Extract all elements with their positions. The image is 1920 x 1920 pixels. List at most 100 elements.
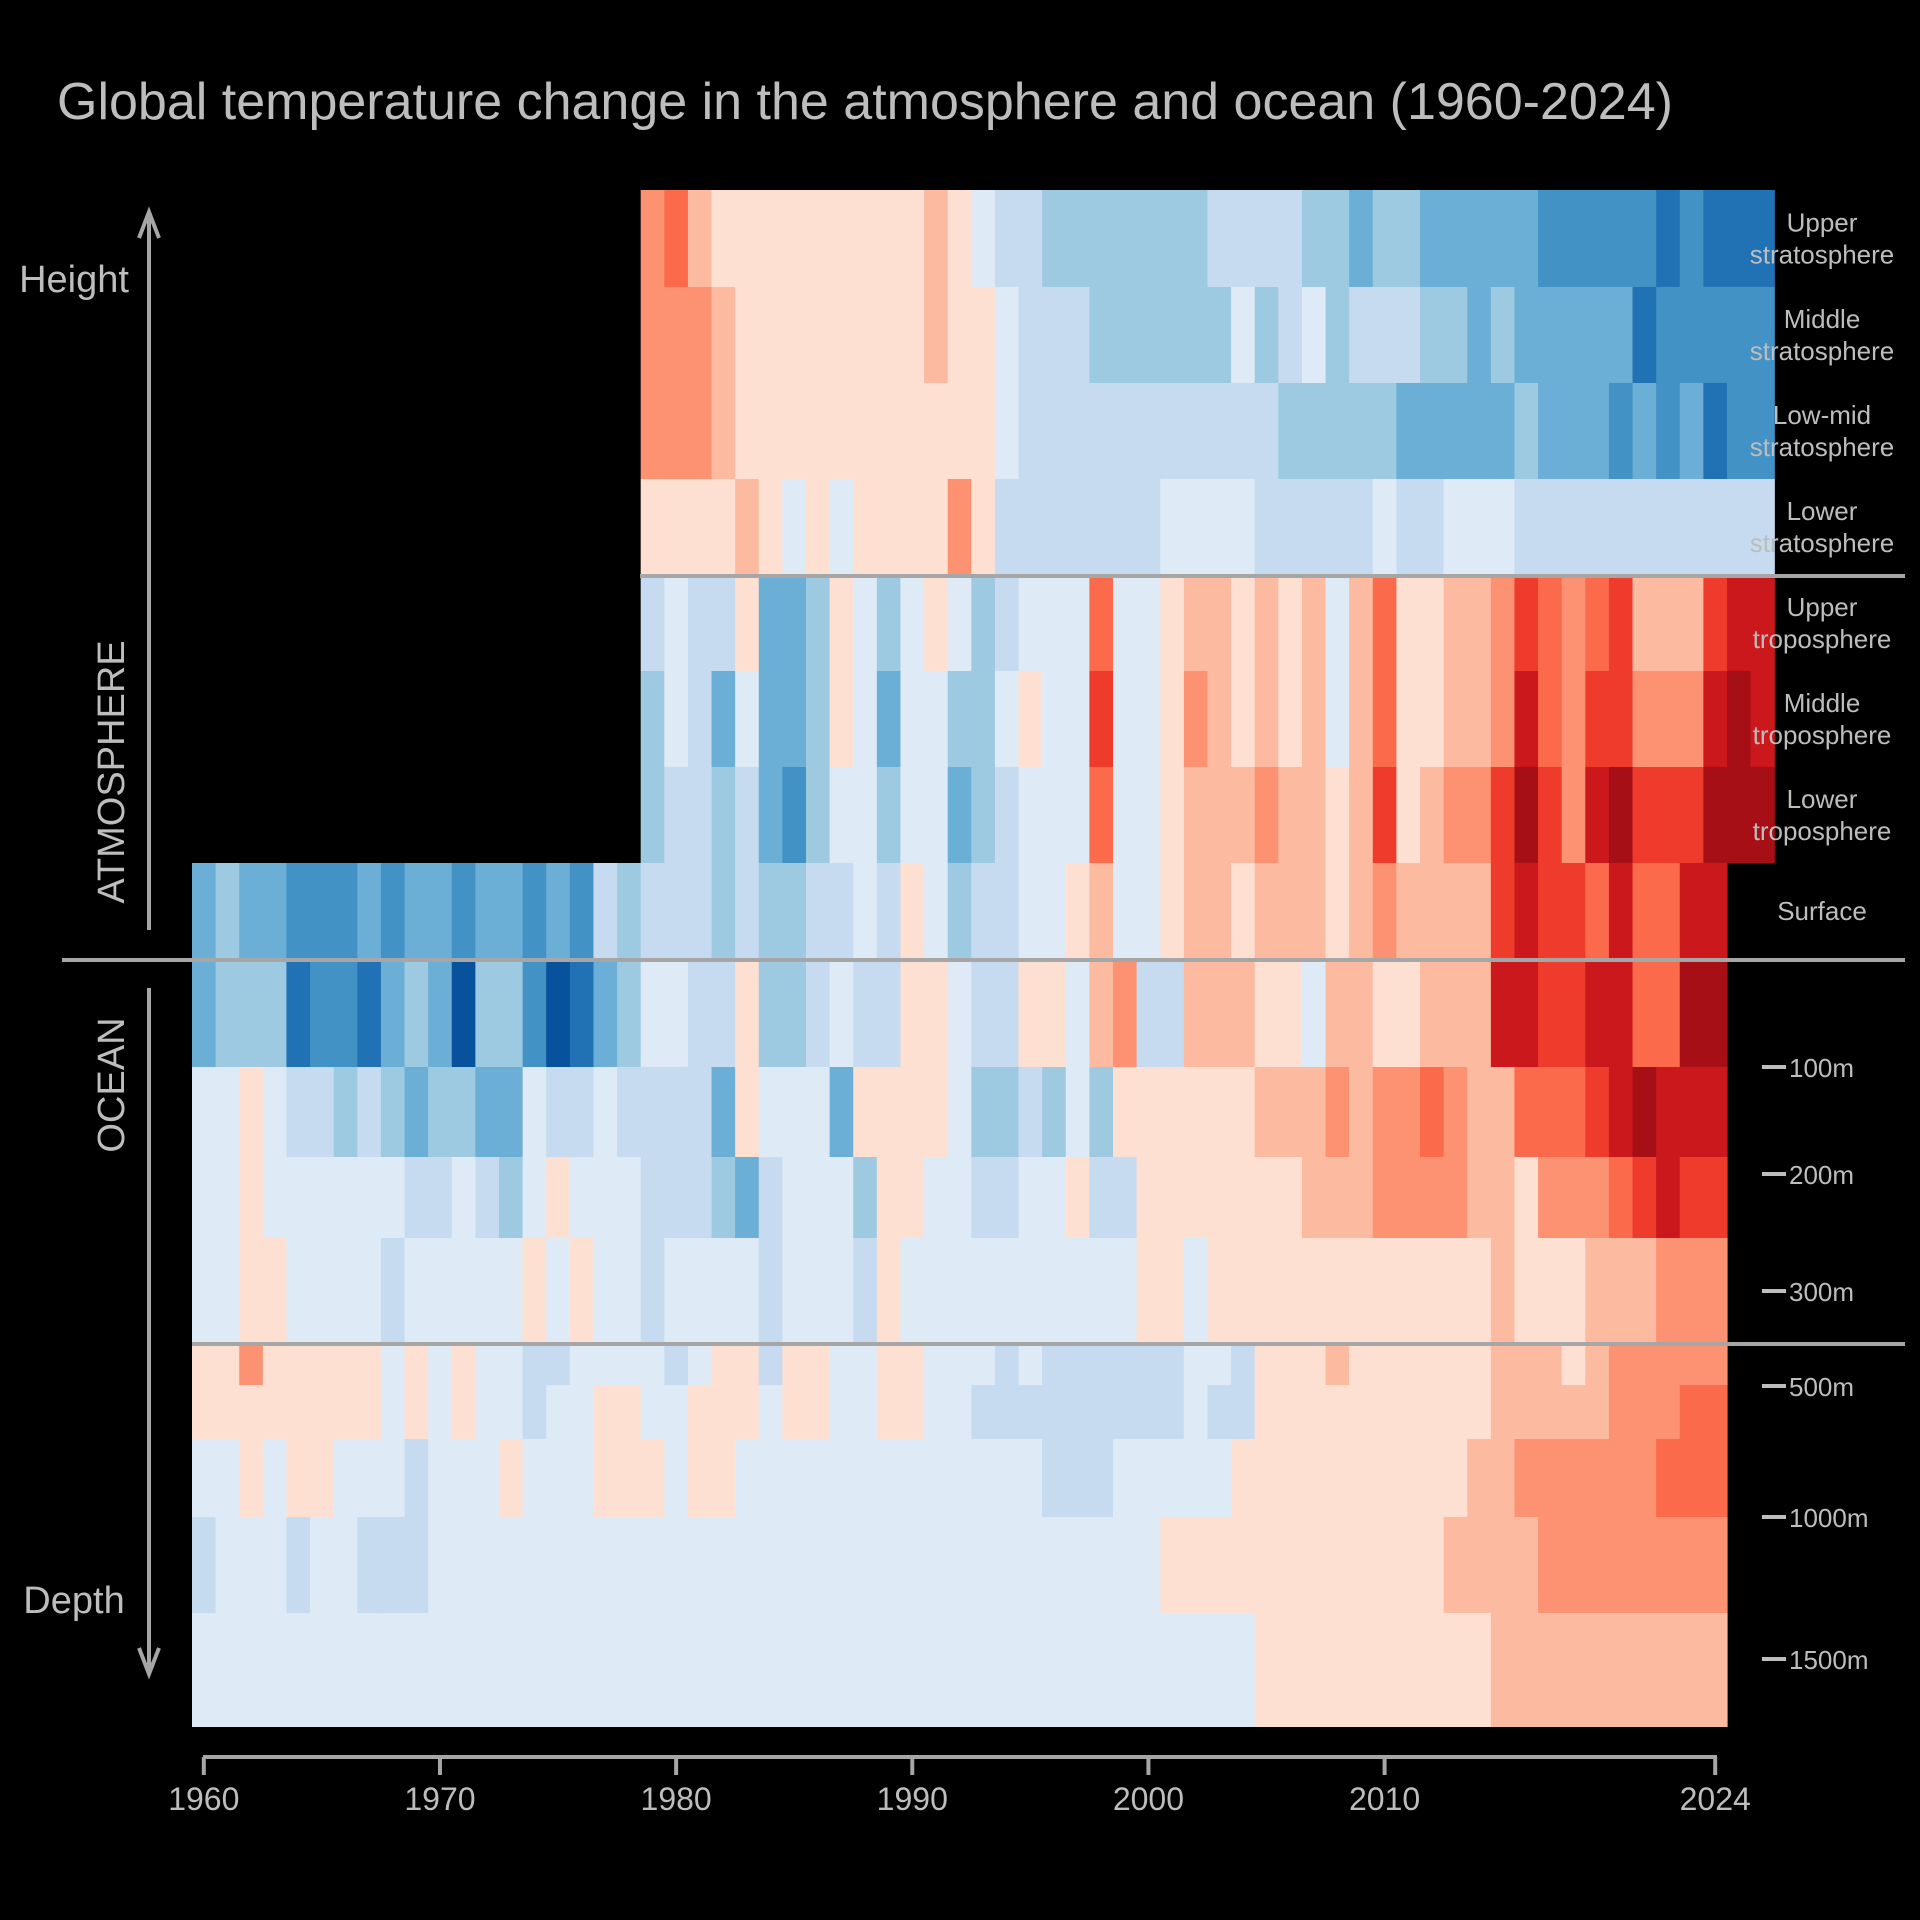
atmosphere-label: ATMOSPHERE xyxy=(91,640,133,903)
cell-7-1986 xyxy=(806,863,831,959)
cell-14-1968 xyxy=(380,1439,406,1517)
cell-13-2006 xyxy=(1278,1385,1303,1439)
cell-15-1966 xyxy=(333,1517,358,1613)
cell-14-2018 xyxy=(1561,1439,1586,1517)
cell-11-2010 xyxy=(1372,1238,1397,1343)
cell-0-2003 xyxy=(1207,190,1232,287)
cell-10-1998 xyxy=(1089,1157,1114,1238)
cell-8-2014 xyxy=(1467,959,1492,1067)
cell-16-1970 xyxy=(428,1613,453,1727)
cell-5-2011 xyxy=(1396,671,1421,767)
cell-2-1984 xyxy=(758,383,783,479)
cell-5-1980 xyxy=(664,671,689,767)
cell-2-2021 xyxy=(1632,383,1657,479)
cell-11-1968 xyxy=(380,1238,406,1343)
depth-label-0: 100m xyxy=(1789,1053,1854,1083)
cell-10-1983 xyxy=(735,1157,760,1238)
cell-13-2002 xyxy=(1183,1385,1209,1439)
cell-13-1991 xyxy=(924,1385,949,1439)
cell-4-1985 xyxy=(782,575,807,671)
cell-13-2020 xyxy=(1608,1385,1634,1439)
cell-8-1974 xyxy=(522,959,547,1067)
cell-4-1988 xyxy=(853,575,878,671)
cell-16-2002 xyxy=(1183,1613,1209,1727)
cell-10-2003 xyxy=(1207,1157,1232,1238)
cell-16-1986 xyxy=(806,1613,831,1727)
cell-1-1996 xyxy=(1042,287,1067,383)
cell-6-2007 xyxy=(1301,767,1327,863)
cell-14-2000 xyxy=(1136,1439,1161,1517)
cell-16-1981 xyxy=(687,1613,713,1727)
cell-8-2006 xyxy=(1278,959,1303,1067)
cell-8-1978 xyxy=(617,959,642,1067)
cell-13-2016 xyxy=(1514,1385,1539,1439)
cell-9-1990 xyxy=(900,1067,925,1157)
cell-5-1992 xyxy=(947,671,972,767)
cell-10-1977 xyxy=(593,1157,618,1238)
cell-11-1979 xyxy=(640,1238,665,1343)
cell-10-1962 xyxy=(239,1157,264,1238)
cell-4-2016 xyxy=(1514,575,1539,671)
cell-3-2008 xyxy=(1325,479,1350,575)
cell-15-1992 xyxy=(947,1517,972,1613)
cell-5-1984 xyxy=(758,671,783,767)
cell-12-1998 xyxy=(1089,1343,1114,1385)
cell-16-2015 xyxy=(1490,1613,1516,1727)
cell-5-2022 xyxy=(1656,671,1681,767)
cell-13-1988 xyxy=(853,1385,878,1439)
cell-15-2019 xyxy=(1585,1517,1610,1613)
cell-11-1990 xyxy=(900,1238,925,1343)
cell-9-1963 xyxy=(262,1067,288,1157)
cell-11-1986 xyxy=(806,1238,831,1343)
cell-4-1981 xyxy=(687,575,713,671)
cell-15-1989 xyxy=(876,1517,902,1613)
row-labels: Upper stratosphere Middle stratosphere Low-m… xyxy=(1750,208,1895,1676)
cell-12-2019 xyxy=(1585,1343,1610,1385)
cell-5-2024 xyxy=(1703,671,1728,767)
cell-16-1998 xyxy=(1089,1613,1114,1727)
cell-15-1978 xyxy=(617,1517,642,1613)
cell-10-1970 xyxy=(428,1157,453,1238)
cell-14-1979 xyxy=(640,1439,665,1517)
cell-12-1966 xyxy=(333,1343,358,1385)
cell-4-1990 xyxy=(900,575,925,671)
cell-10-1994 xyxy=(994,1157,1020,1238)
cell-4-2018 xyxy=(1561,575,1586,671)
cell-10-1986 xyxy=(806,1157,831,1238)
cell-4-2021 xyxy=(1632,575,1657,671)
cell-11-1963 xyxy=(262,1238,288,1343)
cell-8-1995 xyxy=(1018,959,1043,1067)
cell-6-1989 xyxy=(876,767,902,863)
cell-14-1969 xyxy=(404,1439,429,1517)
cell-14-1962 xyxy=(239,1439,264,1517)
cell-12-1983 xyxy=(735,1343,760,1385)
cell-9-1971 xyxy=(451,1067,476,1157)
cell-11-1997 xyxy=(1065,1238,1090,1343)
cell-5-2026 xyxy=(1750,671,1775,767)
cell-13-2018 xyxy=(1561,1385,1586,1439)
cell-8-1961 xyxy=(215,959,240,1067)
cell-6-2000 xyxy=(1136,767,1161,863)
cell-16-1964 xyxy=(286,1613,311,1727)
cell-4-1994 xyxy=(994,575,1020,671)
cell-12-1982 xyxy=(711,1343,736,1385)
cell-5-2009 xyxy=(1349,671,1374,767)
cell-13-1983 xyxy=(735,1385,760,1439)
cell-8-1991 xyxy=(924,959,949,1067)
cell-12-1989 xyxy=(876,1343,902,1385)
cell-5-2014 xyxy=(1467,671,1492,767)
cell-3-1999 xyxy=(1113,479,1138,575)
cell-6-1985 xyxy=(782,767,807,863)
cell-0-1996 xyxy=(1042,190,1067,287)
cell-11-1973 xyxy=(499,1238,524,1343)
cell-13-1968 xyxy=(380,1385,406,1439)
cell-10-2020 xyxy=(1608,1157,1634,1238)
cell-10-2009 xyxy=(1349,1157,1374,1238)
cell-0-1987 xyxy=(829,190,854,287)
cell-10-1965 xyxy=(310,1157,335,1238)
cell-3-1996 xyxy=(1042,479,1067,575)
cell-7-2020 xyxy=(1608,863,1634,959)
cell-14-1973 xyxy=(499,1439,524,1517)
cell-9-1962 xyxy=(239,1067,264,1157)
cell-14-2005 xyxy=(1254,1439,1279,1517)
